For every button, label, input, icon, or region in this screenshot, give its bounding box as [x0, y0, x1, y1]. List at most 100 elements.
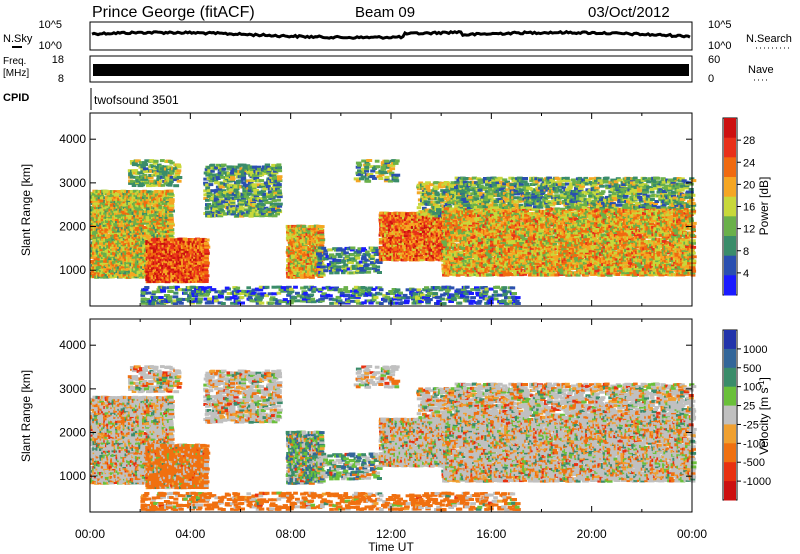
power-cell: [151, 165, 157, 169]
power-cell: [319, 244, 325, 248]
nsky-tick-bottom: 10^0: [38, 40, 62, 52]
power-cell: [154, 202, 160, 206]
power-cell: [94, 202, 100, 206]
power-cell: [424, 189, 430, 193]
power-cell: [133, 169, 139, 173]
power-cell: [186, 277, 191, 281]
power-cell: [233, 189, 239, 193]
power-cell: [410, 219, 416, 223]
power-cell: [450, 182, 456, 186]
power-cell: [248, 214, 254, 218]
power-cell: [418, 181, 424, 185]
power-cell: [355, 256, 361, 260]
power-cell: [383, 159, 389, 163]
power-cell: [441, 225, 448, 229]
power-cell: [168, 234, 174, 237]
power-cell: [147, 212, 153, 216]
power-cell: [336, 265, 342, 269]
power-cell: [238, 206, 245, 210]
power-cell: [140, 165, 146, 169]
power-cell: [136, 211, 141, 215]
power-cell: [223, 200, 229, 204]
power-cell: [214, 188, 220, 192]
power-cell: [167, 212, 173, 216]
power-cell: [259, 214, 265, 218]
beam-title: Beam 09: [355, 4, 415, 21]
power-cell: [366, 159, 373, 162]
power-cell: [391, 177, 398, 181]
power-cell: [144, 213, 150, 217]
power-cell: [109, 275, 115, 279]
power-cell: [371, 264, 377, 268]
power-cell: [401, 241, 407, 245]
power-cell: [422, 212, 428, 216]
power-cell: [168, 220, 174, 224]
power-cell: [126, 214, 131, 218]
power-cell: [203, 197, 209, 200]
power-cell: [214, 211, 220, 215]
power-cell: [104, 206, 110, 210]
power-cell: [365, 250, 370, 254]
power-cell: [317, 248, 324, 252]
power-cell: [421, 193, 427, 196]
power-cell: [351, 266, 357, 270]
power-cell: [150, 183, 156, 187]
power-cell: [203, 189, 209, 193]
power-cell: [430, 237, 437, 241]
power-cell: [168, 228, 175, 232]
power-cell: [434, 191, 440, 195]
power-cell: [442, 237, 448, 241]
power-cell: [215, 175, 221, 179]
power-cell: [95, 259, 101, 263]
power-cell: [124, 233, 129, 237]
power-cell: [296, 224, 303, 228]
power-cell: [212, 200, 218, 204]
power-cell: [355, 253, 361, 256]
power-cell: [203, 241, 209, 245]
power-cell: [168, 198, 175, 202]
power-cell: [267, 167, 273, 171]
power-cell: [167, 196, 174, 200]
power-cell: [246, 179, 252, 183]
power-cell: [176, 169, 182, 173]
power-cell: [342, 269, 348, 273]
power-cell: [244, 195, 249, 199]
power-cell: [431, 194, 437, 198]
power-cell: [175, 246, 181, 250]
power-cell: [425, 184, 431, 188]
power-cell: [364, 169, 370, 173]
power-cell: [249, 212, 256, 215]
power-cell: [97, 243, 104, 247]
power-cell: [383, 171, 389, 175]
power-cell: [355, 161, 362, 165]
power-cell: [403, 234, 409, 238]
power-cell: [214, 204, 219, 208]
power-cell: [106, 236, 111, 239]
power-cell: [221, 167, 227, 171]
power-cell: [303, 230, 310, 234]
power-cell: [142, 173, 148, 177]
power-cell: [384, 161, 391, 165]
power-cell: [374, 159, 380, 163]
power-cell: [115, 191, 120, 195]
power-cell: [319, 230, 325, 234]
power-cell: [316, 262, 322, 266]
power-cell: [253, 198, 260, 202]
power-cell: [168, 216, 174, 220]
power-cell: [268, 212, 275, 216]
power-cell: [145, 246, 151, 250]
power-cell: [158, 183, 163, 187]
power-cell: [226, 206, 231, 210]
power-cell: [249, 179, 256, 183]
power-cell: [387, 169, 393, 173]
power-cell: [236, 210, 242, 214]
power-cell: [374, 268, 380, 272]
power-cell: [110, 255, 116, 259]
power-cell: [426, 192, 432, 196]
power-cell: [217, 200, 223, 204]
power-cell: [168, 208, 174, 212]
power-cell: [394, 159, 400, 163]
power-cell: [351, 264, 357, 268]
power-cell: [429, 210, 435, 214]
cpid-label: CPID: [3, 92, 29, 104]
